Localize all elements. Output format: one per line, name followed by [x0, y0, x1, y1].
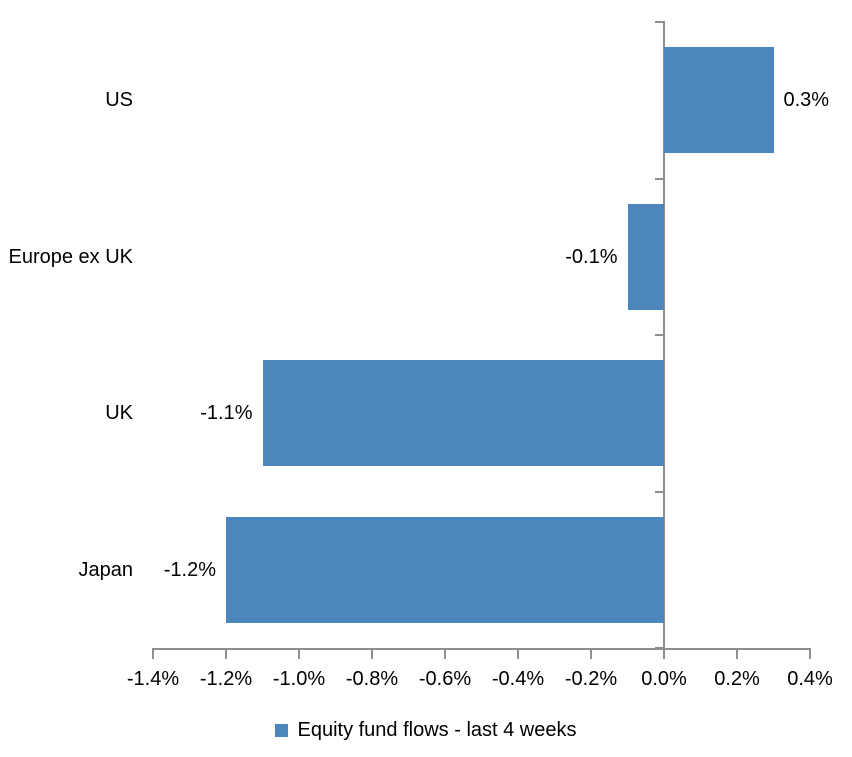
y-axis-tick	[655, 334, 663, 336]
category-label-us: US	[105, 89, 133, 112]
legend-swatch-icon	[275, 723, 289, 737]
x-axis-tick-label: -1.2%	[199, 668, 253, 690]
y-axis-tick	[655, 490, 663, 493]
x-axis-tick-label: 0.0%	[641, 668, 687, 690]
y-axis-tick	[655, 647, 663, 649]
bar-us	[664, 47, 774, 154]
x-axis-tick	[225, 648, 227, 659]
x-axis-tick-label: -1.4%	[126, 668, 180, 690]
x-axis-tick-label: -1.0%	[272, 668, 326, 690]
x-axis-tick	[736, 648, 738, 659]
x-axis-tick	[444, 648, 446, 659]
bar-uk	[262, 360, 664, 467]
x-axis-tick	[517, 648, 519, 659]
x-axis-tick	[152, 648, 154, 659]
legend: Equity fund flows - last 4 weeks	[0, 716, 852, 744]
x-axis-tick	[371, 648, 373, 659]
bar-japan	[226, 516, 664, 623]
legend-label: Equity fund flows - last 4 weeks	[297, 719, 577, 741]
x-axis-tick-label: -0.6%	[418, 668, 472, 690]
bar-europe-ex-uk	[627, 203, 664, 310]
y-axis-tick	[655, 21, 663, 23]
category-label-europe-ex-uk: Europe ex UK	[8, 245, 133, 268]
x-axis-tick-label: 0.2%	[714, 668, 760, 690]
x-axis-tick-label: -0.2%	[564, 668, 618, 690]
x-axis-tick-label: 0.4%	[787, 668, 833, 690]
x-axis-tick	[809, 648, 811, 659]
x-axis-tick	[298, 648, 300, 659]
x-axis-tick-label: -0.8%	[345, 668, 399, 690]
y-axis-line	[663, 21, 665, 659]
x-axis-tick	[663, 648, 665, 659]
data-label-japan: -1.2%	[163, 558, 216, 581]
data-label-europe-ex-uk: -0.1%	[565, 245, 618, 268]
data-label-us: 0.3%	[783, 89, 830, 112]
x-axis-tick	[590, 648, 592, 659]
data-label-uk: -1.1%	[200, 402, 253, 425]
x-axis-line	[152, 648, 811, 650]
y-axis-tick	[655, 177, 663, 180]
category-label-japan: Japan	[78, 558, 134, 581]
category-label-uk: UK	[105, 402, 133, 425]
x-axis-tick-label: -0.4%	[491, 668, 545, 690]
